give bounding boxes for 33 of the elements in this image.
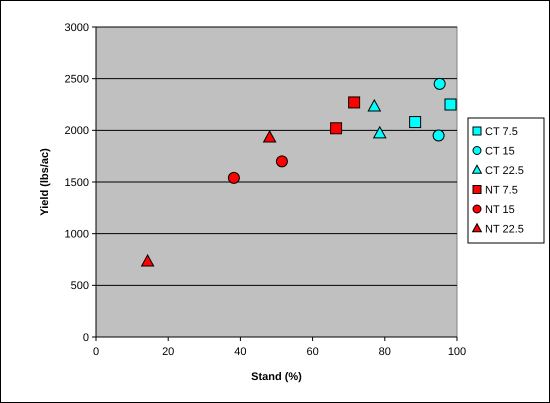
x-axis-title: Stand (%) <box>251 371 302 383</box>
legend-label: NT 15 <box>485 204 515 216</box>
y-tick-label: 500 <box>70 280 89 292</box>
x-tick-label: 0 <box>92 346 100 358</box>
y-tick-label: 3000 <box>64 22 89 34</box>
legend-label: NT 22.5 <box>485 223 524 236</box>
y-axis-title: Yield (lbs/ac) <box>39 148 51 216</box>
y-tick-label: 2000 <box>64 125 89 138</box>
x-tick-label: 20 <box>162 346 174 358</box>
point <box>368 99 381 112</box>
legend-label: CT 7.5 <box>485 126 518 138</box>
point <box>444 98 456 110</box>
x-tick-label: 40 <box>234 346 247 358</box>
legend-label: NT 7.5 <box>485 184 518 196</box>
y-tick-label: 1000 <box>64 228 89 241</box>
point <box>373 126 386 138</box>
x-tick-label: 80 <box>378 346 391 358</box>
point <box>432 130 445 142</box>
point <box>330 122 342 134</box>
point <box>141 254 154 266</box>
point <box>263 130 276 142</box>
point <box>228 172 240 184</box>
y-tick-label: 2500 <box>64 74 89 86</box>
x-tick-label: 100 <box>448 346 466 358</box>
point <box>409 116 422 128</box>
x-tick-label: 60 <box>306 346 319 358</box>
point <box>348 96 360 108</box>
y-tick-label: 0 <box>82 332 89 344</box>
y-tick-label: 1500 <box>64 176 89 189</box>
legend-label: CT 22.5 <box>485 164 524 177</box>
point <box>276 155 288 168</box>
point <box>434 78 446 90</box>
legend-label: CT 15 <box>485 145 515 158</box>
